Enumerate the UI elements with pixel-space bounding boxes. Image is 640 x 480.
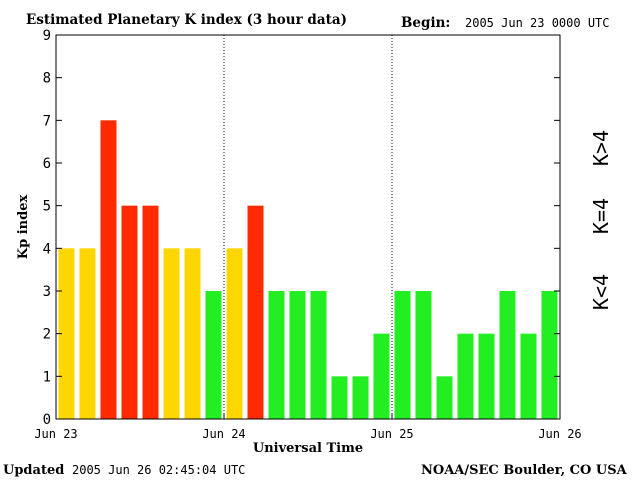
legend-k-above-4: K>4 [589, 130, 613, 166]
x-tick-label: Jun 25 [370, 427, 413, 441]
kp-bar [373, 333, 390, 419]
kp-bar [58, 248, 75, 419]
plot-frame [55, 34, 561, 420]
day-separators [223, 35, 393, 419]
kp-bar [205, 291, 222, 419]
bars [58, 120, 558, 419]
kp-bar [226, 248, 243, 419]
kp-bar [541, 291, 558, 419]
y-tick-label: 7 [43, 113, 51, 129]
kp-bar [79, 248, 96, 419]
y-tick-label: 0 [43, 412, 51, 428]
y-tick-label: 9 [43, 28, 51, 44]
kp-bar [310, 291, 327, 419]
kp-bar [142, 205, 159, 419]
y-axis: 0 1 2 3 4 5 6 7 8 9 [43, 28, 560, 428]
y-tick-label: 8 [43, 71, 51, 87]
kp-bar [163, 248, 180, 419]
x-tick-label: Jun 24 [202, 427, 245, 441]
begin-value: 2005 Jun 23 0000 UTC [465, 16, 610, 30]
kp-bar [121, 205, 138, 419]
kp-bar [499, 291, 516, 419]
kp-bar [457, 333, 474, 419]
kp-bar [352, 376, 369, 419]
y-tick-label: 1 [43, 369, 51, 385]
y-tick-label: 4 [43, 241, 51, 257]
updated-label: Updated [3, 463, 64, 478]
x-tick-label: Jun 26 [538, 427, 581, 441]
kp-bar [478, 333, 495, 419]
begin-label: Begin: [401, 15, 450, 31]
kp-bar [100, 120, 117, 419]
kp-bar [184, 248, 201, 419]
legend-k-below-4: K<4 [589, 274, 613, 310]
y-tick-label: 3 [43, 284, 51, 300]
kp-bar [289, 291, 306, 419]
y-tick-label: 5 [43, 199, 51, 215]
updated-value: 2005 Jun 26 02:45:04 UTC [72, 463, 245, 477]
kp-bar [268, 291, 285, 419]
x-axis: Jun 23 Jun 24 Jun 25 Jun 26 [34, 413, 582, 441]
y-tick-label: 6 [43, 156, 51, 172]
kp-bar [436, 376, 453, 419]
legend-k-equal-4: K=4 [589, 198, 613, 234]
y-axis-label: Kp index [16, 195, 31, 260]
kp-bar [520, 333, 537, 419]
kp-bar [415, 291, 432, 419]
source-credit: NOAA/SEC Boulder, CO USA [421, 463, 628, 478]
kp-bar [394, 291, 411, 419]
y-tick-label: 2 [43, 327, 51, 343]
kp-bar [247, 205, 264, 419]
x-tick-label: Jun 23 [34, 427, 77, 441]
kp-bar [331, 376, 348, 419]
chart-title: Estimated Planetary K index (3 hour data… [26, 12, 347, 28]
x-axis-label: Universal Time [253, 441, 363, 456]
